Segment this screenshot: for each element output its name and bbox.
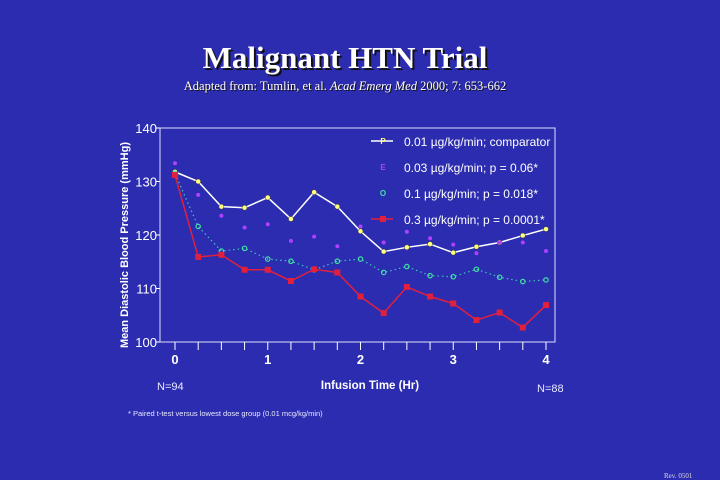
data-point-0: [334, 203, 341, 210]
data-point-3: [241, 266, 248, 273]
data-point-1: [404, 229, 409, 234]
data-point-2: [520, 278, 526, 285]
legend-label-2: 0.1 µg/kg/min; p = 0.018*: [404, 187, 538, 201]
data-point-0: [380, 248, 387, 255]
legend-label-0: 0.01 µg/kg/min; comparator: [404, 135, 550, 149]
data-point-0: [473, 244, 480, 250]
data-point-2: [195, 223, 201, 230]
data-point-1: [428, 236, 433, 241]
data-point-1: [474, 251, 479, 256]
y-tick-label: 120: [135, 228, 157, 243]
x-tick-label: 4: [542, 352, 550, 367]
data-point-0: [543, 226, 549, 232]
data-point-3: [287, 278, 294, 285]
data-point-0: [311, 189, 317, 195]
data-point-1: [544, 249, 548, 254]
data-point-1: [265, 222, 270, 227]
subtitle-prefix: Adapted from: Tumlin, et al.: [183, 79, 330, 93]
data-point-3: [264, 266, 271, 273]
y-tick-label: 100: [135, 335, 157, 350]
legend-marker-1: E: [380, 163, 386, 172]
x-axis-label: Infusion Time (Hr): [320, 380, 420, 392]
data-point-2: [357, 256, 364, 262]
x-tick-label: 1: [264, 352, 271, 367]
subtitle-journal: Acad Emerg Med: [329, 79, 417, 93]
y-tick-label: 140: [135, 121, 157, 136]
data-point-0: [218, 203, 225, 210]
data-point-1: [312, 234, 317, 239]
slide-subtitle: Adapted from: Tumlin, et al. Acad Emerg …: [0, 79, 690, 94]
data-point-1: [242, 225, 247, 230]
legend-marker-2: O: [380, 189, 386, 198]
data-point-2: [380, 269, 387, 276]
data-point-3: [218, 251, 225, 258]
data-point-1: [381, 240, 386, 245]
data-point-3: [380, 310, 387, 317]
data-point-2: [264, 256, 271, 262]
y-tick-label: 110: [136, 282, 157, 297]
subtitle-suffix: 2000; 7: 653-662: [416, 79, 507, 93]
data-point-2: [496, 274, 503, 281]
data-point-1: [520, 240, 525, 245]
data-point-3: [496, 309, 503, 316]
data-point-2: [288, 258, 294, 265]
n-end-label: N=88: [537, 383, 564, 395]
data-point-2: [404, 263, 410, 270]
data-point-2: [427, 272, 433, 279]
data-point-3: [427, 293, 434, 300]
slide-title: Malignant HTN Trial: [202, 40, 488, 75]
data-point-3: [357, 293, 364, 300]
data-point-1: [219, 213, 224, 218]
x-tick-label: 2: [357, 352, 364, 367]
data-point-3: [543, 302, 549, 309]
data-point-3: [195, 253, 202, 260]
legend-label-3: 0.3 µg/kg/min; p = 0.0001*: [404, 213, 545, 227]
footnote: * Paired t-test versus lowest dose group…: [128, 409, 323, 418]
data-point-3: [172, 172, 178, 179]
data-point-0: [265, 194, 271, 201]
data-point-3: [311, 266, 318, 273]
data-point-1: [358, 224, 363, 229]
data-point-0: [520, 232, 526, 239]
data-point-1: [196, 192, 201, 197]
data-point-0: [357, 228, 364, 235]
data-point-2: [543, 277, 549, 283]
revision-label: Rev. 0501: [664, 472, 693, 480]
legend-marker-0: P: [380, 137, 386, 146]
data-point-0: [241, 204, 248, 211]
data-point-3: [473, 317, 480, 324]
legend-marker-3: [380, 216, 386, 222]
data-point-1: [173, 161, 177, 166]
data-point-1: [288, 238, 293, 243]
y-axis-label: Mean Diastolic Blood Pressure (mmHg): [119, 142, 131, 348]
data-point-0: [450, 249, 456, 256]
data-point-2: [241, 245, 248, 252]
data-point-2: [334, 258, 341, 265]
data-point-1: [451, 242, 456, 247]
data-point-3: [519, 324, 526, 331]
data-point-0: [288, 216, 294, 222]
data-point-2: [450, 273, 457, 280]
data-point-0: [195, 178, 201, 185]
data-point-3: [450, 300, 457, 307]
data-point-1: [497, 240, 502, 245]
legend-label-1: 0.03 µg/kg/min; p = 0.06*: [404, 161, 538, 175]
data-point-1: [335, 244, 340, 249]
x-tick-label: 0: [171, 352, 178, 367]
data-point-3: [403, 283, 410, 290]
y-tick-label: 130: [135, 175, 157, 190]
n-start-label: N=94: [157, 381, 184, 393]
data-point-0: [427, 241, 433, 247]
data-point-0: [404, 244, 410, 251]
x-tick-label: 3: [450, 352, 457, 367]
data-point-3: [334, 269, 341, 276]
data-point-2: [473, 266, 480, 273]
